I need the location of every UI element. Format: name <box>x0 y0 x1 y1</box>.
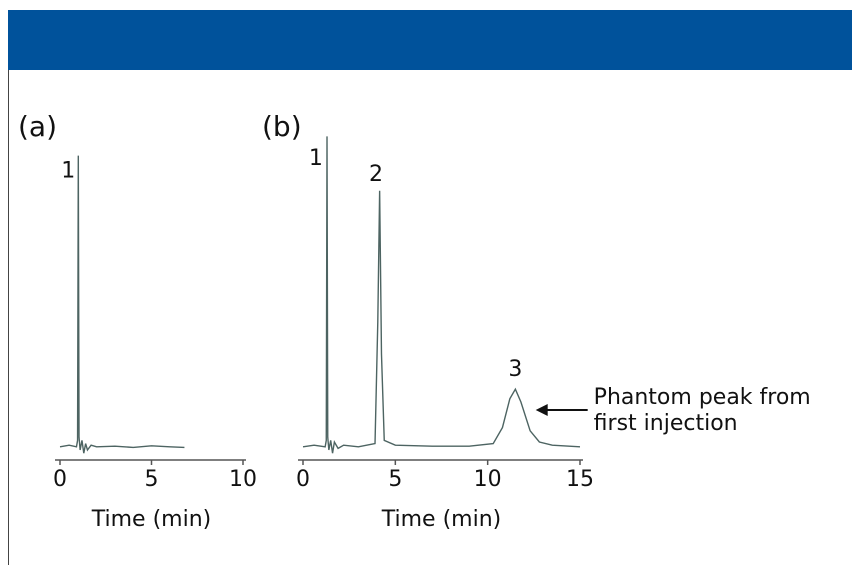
trace <box>302 136 581 454</box>
x-tick-label: 15 <box>566 467 594 492</box>
panel-label: (a) <box>18 110 57 143</box>
annotation-text: first injection <box>594 411 738 436</box>
x-tick-label: 10 <box>229 467 257 492</box>
annotation-text: Phantom peak from <box>594 385 811 410</box>
peak-label: 3 <box>508 357 522 382</box>
panel-label: (b) <box>262 110 302 143</box>
x-tick-label: 0 <box>296 467 310 492</box>
x-axis-label: Time (min) <box>91 507 212 532</box>
peak-label: 2 <box>369 162 383 187</box>
arrow-head <box>535 404 548 416</box>
header-band <box>8 10 852 70</box>
x-axis-label: Time (min) <box>381 507 502 532</box>
x-tick-label: 5 <box>145 467 159 492</box>
x-tick-label: 10 <box>474 467 502 492</box>
trace <box>59 155 185 454</box>
x-tick-label: 5 <box>388 467 402 492</box>
peak-label: 1 <box>309 146 323 171</box>
peak-label: 1 <box>61 159 75 184</box>
x-tick-label: 0 <box>53 467 67 492</box>
